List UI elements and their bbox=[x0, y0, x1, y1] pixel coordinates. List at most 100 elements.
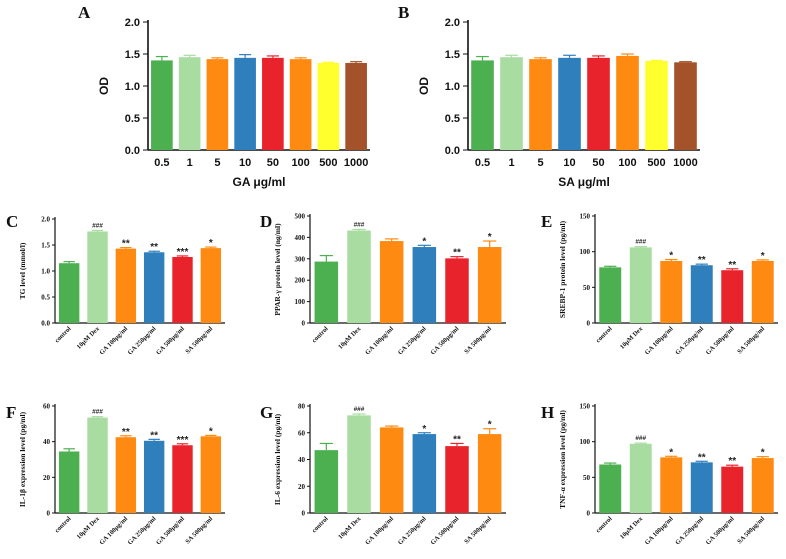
panel-label: F bbox=[6, 403, 16, 422]
x-tick-label: control bbox=[311, 515, 330, 534]
y-tick-label: 20 bbox=[298, 483, 306, 491]
x-tick-label: 10μM Dex bbox=[337, 325, 363, 351]
bar bbox=[347, 415, 371, 513]
x-tick-label: control bbox=[595, 325, 614, 344]
y-tick-label: 1.5 bbox=[445, 49, 460, 61]
bar bbox=[500, 57, 523, 151]
bar bbox=[87, 231, 108, 323]
significance-marker: ### bbox=[92, 409, 103, 416]
y-tick-label: 80 bbox=[298, 403, 306, 411]
y-tick-label: 1.5 bbox=[41, 242, 50, 250]
y-tick-label: 60 bbox=[43, 403, 51, 411]
x-tick-label: 100 bbox=[618, 157, 636, 169]
x-axis-title: GA μg/ml bbox=[233, 175, 286, 189]
y-tick-label: 40 bbox=[298, 456, 306, 464]
bar bbox=[347, 230, 371, 323]
x-tick-label: 5 bbox=[537, 157, 543, 169]
y-tick-label: 20 bbox=[43, 474, 51, 482]
bar bbox=[200, 436, 222, 513]
significance-marker: ### bbox=[354, 406, 365, 413]
x-tick-label: 1000 bbox=[344, 157, 368, 169]
x-tick-label: 1 bbox=[508, 157, 514, 169]
significance-marker: *** bbox=[177, 247, 189, 258]
bar bbox=[115, 248, 137, 323]
significance-marker: ### bbox=[635, 435, 646, 442]
x-tick-label: GA 100μg/ml bbox=[364, 515, 395, 546]
significance-marker: * bbox=[669, 447, 673, 458]
significance-marker: ** bbox=[728, 260, 736, 271]
y-tick-label: 2.0 bbox=[445, 17, 460, 29]
bar bbox=[690, 462, 713, 513]
y-tick-label: 150 bbox=[580, 403, 591, 411]
x-tick-label: GA 250μg/ml bbox=[127, 515, 158, 546]
y-axis-title: TNF-α expression level (pg/ml) bbox=[558, 410, 567, 509]
y-axis-title: OD bbox=[417, 77, 431, 95]
x-tick-label: GA 500μg/ml bbox=[429, 325, 460, 356]
significance-marker: *** bbox=[177, 435, 189, 446]
x-tick-label: 50 bbox=[592, 157, 604, 169]
x-tick-label: 10 bbox=[239, 157, 251, 169]
bar bbox=[234, 57, 256, 151]
significance-marker: * bbox=[669, 251, 673, 262]
x-tick-label: GA 100μg/ml bbox=[644, 515, 675, 546]
y-tick-label: 0 bbox=[302, 320, 306, 328]
significance-marker: ** bbox=[728, 456, 736, 467]
significance-marker: ### bbox=[92, 222, 103, 229]
x-tick-label: GA 250μg/ml bbox=[397, 325, 428, 356]
x-tick-label: 500 bbox=[319, 157, 337, 169]
significance-marker: ### bbox=[635, 239, 646, 246]
y-tick-label: 0.0 bbox=[445, 145, 460, 157]
bar bbox=[289, 59, 312, 151]
y-tick-label: 0.5 bbox=[125, 113, 140, 125]
x-tick-label: 10μM Dex bbox=[76, 515, 102, 541]
x-tick-label: GA 500μg/ml bbox=[155, 325, 186, 356]
bar bbox=[751, 260, 774, 323]
x-tick-label: GA 500μg/ml bbox=[155, 515, 186, 546]
y-tick-label: 1.0 bbox=[125, 81, 140, 93]
significance-marker: ** bbox=[122, 239, 130, 250]
x-tick-label: control bbox=[54, 325, 73, 344]
x-tick-label: GA 500μg/ml bbox=[705, 515, 736, 546]
x-tick-label: SA 500μg/ml bbox=[463, 515, 493, 545]
x-tick-label: control bbox=[311, 325, 330, 344]
bar bbox=[200, 248, 222, 323]
panel-label: B bbox=[398, 3, 409, 22]
x-tick-label: 0.5 bbox=[154, 157, 169, 169]
x-tick-label: 1000 bbox=[673, 157, 697, 169]
x-tick-label: 50 bbox=[267, 157, 279, 169]
y-axis-title: SREBP-1 protein level (pg/ml) bbox=[558, 220, 567, 318]
bar bbox=[629, 247, 652, 323]
y-tick-label: 0 bbox=[587, 320, 591, 328]
panel-d: D 0 100 200 300 400 500 PPAR-γ protein level (n… bbox=[260, 212, 506, 356]
bar bbox=[172, 256, 193, 323]
y-tick-label: 0 bbox=[47, 510, 51, 518]
x-tick-label: GA 100μg/ml bbox=[644, 325, 675, 356]
x-tick-label: 10μM Dex bbox=[337, 515, 363, 541]
x-tick-label: GA 250μg/ml bbox=[674, 325, 705, 356]
x-tick-label: GA 250μg/ml bbox=[674, 515, 705, 546]
significance-marker: * bbox=[488, 420, 492, 431]
bar bbox=[445, 258, 469, 323]
y-tick-label: 0 bbox=[302, 510, 306, 518]
y-tick-label: 50 bbox=[583, 474, 591, 482]
x-tick-label: GA 250μg/ml bbox=[397, 515, 428, 546]
bar bbox=[379, 427, 404, 513]
x-tick-label: control bbox=[595, 515, 614, 534]
panel-label: E bbox=[541, 212, 552, 231]
x-tick-label: 10μM Dex bbox=[619, 515, 645, 541]
significance-marker: ** bbox=[150, 242, 158, 253]
y-tick-label: 0.0 bbox=[125, 145, 140, 157]
significance-marker: ** bbox=[150, 430, 158, 441]
x-tick-label: GA 100μg/ml bbox=[98, 515, 129, 546]
x-tick-label: 1 bbox=[187, 157, 193, 169]
x-tick-label: GA 100μg/ml bbox=[98, 325, 129, 356]
bar bbox=[317, 62, 340, 150]
x-tick-label: 10 bbox=[563, 157, 575, 169]
x-tick-label: GA 500μg/ml bbox=[705, 325, 736, 356]
bar bbox=[477, 247, 502, 323]
y-tick-label: 0 bbox=[587, 510, 591, 518]
x-tick-label: 10μM Dex bbox=[619, 325, 645, 351]
x-tick-label: 10μM Dex bbox=[76, 325, 102, 351]
bar bbox=[58, 451, 80, 513]
y-axis-title: IL-1β expression level (pg/ml) bbox=[18, 411, 27, 507]
